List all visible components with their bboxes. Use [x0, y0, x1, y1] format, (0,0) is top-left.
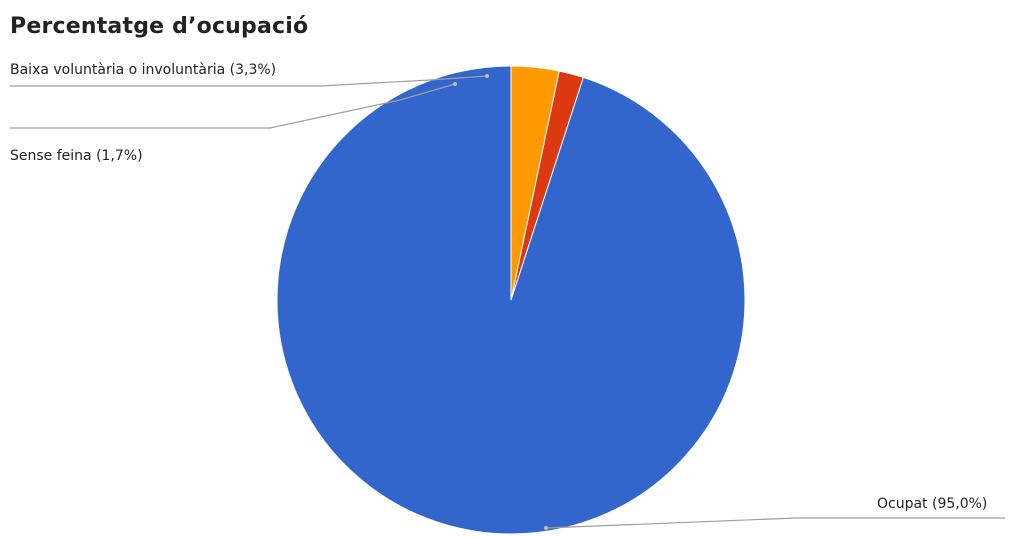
callout-line-ocupat	[545, 517, 1005, 529]
chart-title: Percentatge d’ocupació	[10, 14, 309, 39]
callout-dot-baixa	[485, 74, 489, 78]
slice-label-baixa: Baixa voluntària o involuntària (3,3%)	[10, 62, 276, 78]
callout-lines	[10, 74, 1005, 530]
slice-baixa	[510, 65, 560, 301]
slice-labels: Ocupat (95,0%) Sense feina (1,7%) Baixa vo…	[10, 62, 987, 512]
pie-slices	[276, 65, 746, 535]
callout-line-baixa	[10, 75, 488, 87]
callout-dot-ocupat	[544, 526, 548, 530]
callout-line-sense-feina	[10, 83, 456, 129]
slice-label-sense-feina: Sense feina (1,7%)	[10, 148, 143, 164]
callout-dot-sense-feina	[453, 82, 457, 86]
slice-label-ocupat: Ocupat (95,0%)	[877, 496, 987, 512]
